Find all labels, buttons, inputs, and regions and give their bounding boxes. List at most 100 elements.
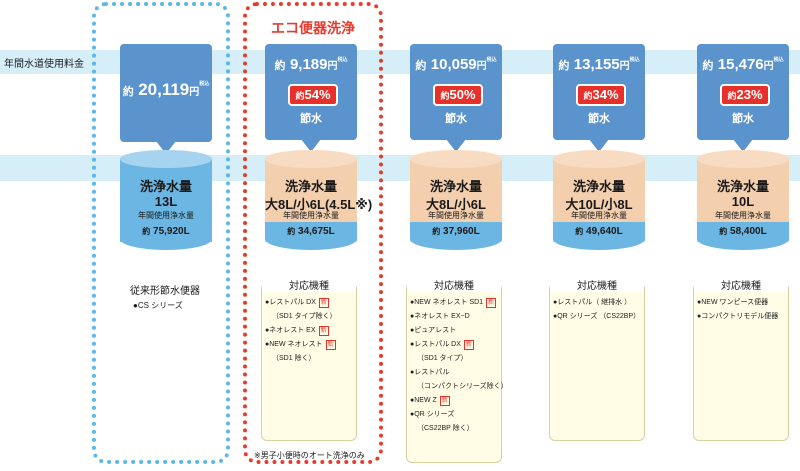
wash-volume-label: 洗浄水量 — [716, 179, 769, 194]
approx-label: 約 — [415, 60, 427, 72]
models-header: 対応機種 — [550, 277, 644, 292]
pointer-arrow — [446, 139, 466, 152]
saving-label: 節水 — [300, 113, 322, 125]
annual-fee-value: 10,059 — [430, 56, 477, 73]
annual-fee-box: 約 15,476円税込 約23% 節水 — [697, 44, 789, 152]
water-volume-cylinder: 洗浄水量 10L 年間使用浄水量 約 58,400L — [697, 150, 789, 250]
new-badge: 新 — [463, 340, 474, 350]
wash-volume-value: 13L — [154, 194, 178, 209]
eco-title: エコ便器洗浄 — [271, 20, 355, 36]
model-item: （CS22BP 除く） — [417, 425, 474, 432]
model-item: ●NEW ネオレスト新 — [265, 340, 336, 350]
wash-volume-label: 洗浄水量 — [139, 179, 192, 194]
annual-volume: 約 75,920L — [142, 226, 190, 237]
annual-fee-value: 9,189 — [289, 56, 328, 73]
conventional-name: 従来形節水便器 — [130, 286, 200, 297]
new-badge: 新 — [325, 340, 336, 350]
model-item: ●レストパル DX 新 — [410, 340, 474, 350]
annual-volume: 約 49,640L — [575, 226, 623, 237]
new-badge: 新 — [318, 326, 329, 336]
yen-label: 円 — [327, 61, 338, 72]
annual-fee-value: 20,119 — [138, 80, 190, 99]
conventional-highlight-frame — [92, 2, 230, 464]
model-item: ●ネオレスト EX 新 — [265, 326, 329, 336]
wash-volume-label: 洗浄水量 — [572, 179, 625, 194]
models-header: 対応機種 — [262, 277, 356, 292]
eco-highlight-frame — [243, 2, 383, 464]
tax-label: 税込 — [337, 57, 348, 63]
wash-volume-value: 大10L/小8L — [565, 197, 633, 212]
model-item: ●NEW ネオレスト SD1 新 — [410, 298, 497, 308]
wash-volume-value: 大8L/小6L — [426, 197, 486, 212]
pointer-arrow — [301, 139, 321, 152]
yen-label: 円 — [476, 61, 487, 72]
models-header: 対応機種 — [407, 277, 501, 292]
pointer-arrow — [733, 139, 753, 152]
annual-volume-label: 年間使用浄水量 — [283, 211, 339, 220]
model-item: ●ピュアレスト — [410, 327, 457, 334]
new-badge: 新 — [318, 298, 329, 308]
annual-volume-label: 年間使用浄水量 — [428, 211, 484, 220]
model-item: ●レストパル — [410, 369, 450, 376]
model-item: ●レストパル DX 新 — [265, 298, 329, 308]
annual-volume: 約 34,675L — [287, 226, 335, 237]
annual-fee-box: 約 20,119円税込 — [120, 44, 212, 154]
wash-volume-value: 大8L/小6L(4.5L※) — [265, 197, 373, 212]
footnote: ※男子小便時のオート洗浄のみ — [254, 451, 365, 460]
annual-fee-box: 約 9,189円税込 約54% 節水 — [265, 44, 357, 152]
model-item: （SD1 タイプ） — [417, 355, 468, 362]
pointer-arrow — [589, 139, 609, 152]
wash-volume-label: 洗浄水量 — [284, 179, 337, 194]
annual-volume: 約 58,400L — [719, 226, 767, 237]
new-badge: 新 — [439, 396, 450, 406]
water-volume-cylinder: 洗浄水量 大8L/小6L(4.5L※) 年間使用浄水量 約 34,675L — [265, 150, 373, 250]
saving-label: 節水 — [732, 113, 754, 125]
tax-label: 税込 — [486, 57, 497, 63]
tax-label: 税込 — [629, 57, 640, 63]
model-item: ●QR シリーズ （CS22BP） — [553, 313, 641, 320]
tax-label: 税込 — [773, 57, 784, 63]
compatible-models-8-6: 対応機種 ●NEW ネオレスト SD1 新 ●ネオレスト EX−D ●ピュアレスト ●レス… — [406, 277, 508, 463]
model-item: ●NEW ワンピース便器 — [697, 299, 769, 306]
annual-fee-row-label: 年間水道使用料金 — [4, 59, 84, 70]
water-volume-cylinder: 洗浄水量 13L 年間使用浄水量 約 75,920L — [120, 150, 212, 250]
yen-label: 円 — [763, 61, 774, 72]
tax-label: 税込 — [199, 81, 210, 87]
model-item: （SD1 除く） — [272, 355, 316, 362]
annual-fee-box: 約 10,059円税込 約50% 節水 — [410, 44, 502, 152]
yen-label: 円 — [189, 87, 200, 98]
model-item: （コンパクトシリーズ除く） — [417, 383, 508, 390]
compatible-models-10: 対応機種 ●NEW ワンピース便器 ●コンパクトリモデル便器 — [693, 277, 789, 441]
wash-volume-value: 10L — [731, 194, 755, 209]
annual-fee-box: 約 13,155円税込 約34% 節水 — [553, 44, 645, 152]
saving-label: 節水 — [445, 113, 467, 125]
annual-volume-label: 年間使用浄水量 — [138, 211, 194, 220]
model-item: ●QR シリーズ — [410, 411, 455, 418]
water-volume-cylinder: 洗浄水量 大8L/小6L 年間使用浄水量 約 37,960L — [410, 150, 502, 250]
new-badge: 新 — [486, 298, 497, 308]
approx-label: 約 — [274, 60, 286, 72]
saving-percent-badge: 約34% — [576, 84, 626, 106]
wash-volume-label: 洗浄水量 — [429, 179, 482, 194]
annual-volume-label: 年間使用浄水量 — [571, 211, 627, 220]
saving-percent-badge: 約54% — [288, 84, 338, 106]
model-item: （SD1 タイプ除く） — [272, 313, 337, 320]
compatible-models-10-8: 対応機種 ●レストパル（ 継排水 ） ●QR シリーズ （CS22BP） — [549, 277, 645, 441]
approx-label: 約 — [702, 60, 714, 72]
water-volume-cylinder: 洗浄水量 大10L/小8L 年間使用浄水量 約 49,640L — [553, 150, 645, 250]
annual-fee-value: 15,476 — [717, 56, 764, 73]
model-item: ●コンパクトリモデル便器 — [697, 313, 779, 320]
models-header: 対応機種 — [694, 277, 788, 292]
conventional-series: ●CS シリーズ — [133, 301, 183, 310]
yen-label: 円 — [619, 61, 630, 72]
annual-volume: 約 37,960L — [432, 226, 480, 237]
approx-label: 約 — [122, 86, 134, 98]
approx-label: 約 — [558, 60, 570, 72]
saving-percent-badge: 約50% — [433, 84, 483, 106]
model-item: ●ネオレスト EX−D — [410, 313, 470, 320]
compatible-models-eco: 対応機種 ●レストパル DX 新 （SD1 タイプ除く） ●ネオレスト EX 新 ●NEW … — [261, 277, 357, 441]
annual-volume-label: 年間使用浄水量 — [715, 211, 771, 220]
saving-percent-badge: 約23% — [720, 84, 770, 106]
saving-label: 節水 — [588, 113, 610, 125]
